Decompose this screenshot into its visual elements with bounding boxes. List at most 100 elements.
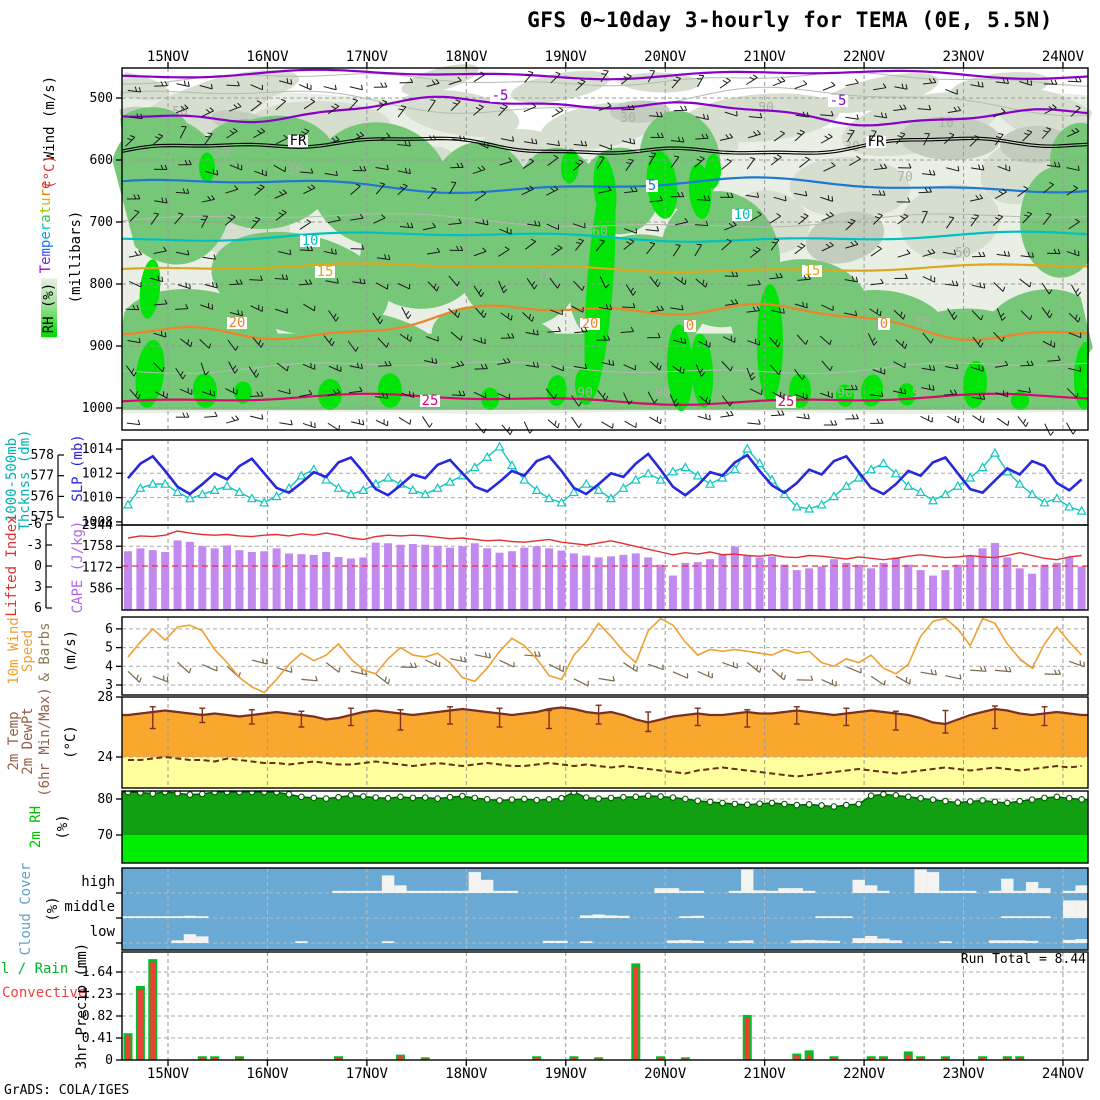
- x-axis-label-top: 15NOV: [147, 49, 190, 65]
- svg-text:3: 3: [34, 580, 42, 595]
- svg-text:0.82: 0.82: [82, 1009, 113, 1024]
- svg-text:1008: 1008: [82, 515, 113, 530]
- svg-text:1012: 1012: [82, 466, 113, 481]
- x-axis-label-bottom: 18NOV: [445, 1066, 488, 1082]
- label-wind-barbs: & Barbs: [37, 622, 53, 682]
- label-wind-speed: Speed: [20, 629, 36, 673]
- svg-text:25: 25: [422, 393, 439, 409]
- svg-text:4: 4: [105, 659, 113, 674]
- x-axis-label-bottom: 24NOV: [1042, 1066, 1085, 1082]
- svg-text:10: 10: [938, 116, 954, 131]
- grads-credit: GrADS: COLA/IGES: [4, 1083, 130, 1098]
- svg-text:50: 50: [172, 105, 188, 120]
- svg-text:70: 70: [897, 170, 913, 185]
- label-minmax: (6hr Min/Max): [37, 687, 53, 797]
- svg-text:low: low: [90, 924, 116, 940]
- svg-text:5: 5: [648, 178, 656, 194]
- svg-text:28: 28: [97, 690, 113, 705]
- x-axis-label-bottom: 16NOV: [246, 1066, 289, 1082]
- svg-text:3: 3: [105, 678, 113, 693]
- svg-text:1758: 1758: [82, 539, 113, 554]
- x-axis-label-bottom: 17NOV: [346, 1066, 389, 1082]
- svg-text:1014: 1014: [82, 442, 113, 457]
- svg-text:80: 80: [97, 792, 113, 807]
- x-axis-label-top: 19NOV: [545, 49, 588, 65]
- label-temp-unit-2: (°C): [63, 725, 79, 759]
- x-axis-label-top: 17NOV: [346, 49, 389, 65]
- svg-text:15: 15: [317, 264, 334, 280]
- x-axis-label-top: 18NOV: [445, 49, 488, 65]
- label-cloud-cover: Cloud Cover: [18, 862, 34, 956]
- svg-text:90: 90: [577, 386, 593, 401]
- svg-text:500: 500: [90, 91, 113, 106]
- svg-text:900: 900: [90, 339, 113, 354]
- svg-text:90: 90: [655, 386, 671, 401]
- svg-text:0: 0: [880, 316, 888, 332]
- x-axis-label-bottom: 15NOV: [147, 1066, 190, 1082]
- svg-text:0: 0: [34, 559, 42, 574]
- label-2m-dewpt: 2m DewPt: [20, 707, 36, 775]
- label-slp: SLP (mb): [70, 434, 86, 502]
- label-millibars: (millibars): [68, 210, 84, 304]
- svg-text:6: 6: [105, 622, 113, 637]
- svg-text:586: 586: [90, 582, 113, 597]
- svg-text:1010: 1010: [82, 491, 113, 506]
- svg-text:-5: -5: [492, 88, 509, 104]
- svg-text:30: 30: [844, 140, 860, 155]
- x-axis-label-bottom: 21NOV: [744, 1066, 787, 1082]
- svg-text:1172: 1172: [82, 560, 113, 575]
- svg-text:20: 20: [229, 315, 246, 331]
- x-axis-label-top: 20NOV: [644, 49, 687, 65]
- x-axis-label-top: 24NOV: [1042, 49, 1085, 65]
- svg-text:600: 600: [90, 153, 113, 168]
- x-axis-label-bottom: 19NOV: [545, 1066, 588, 1082]
- svg-text:575: 575: [31, 510, 54, 525]
- svg-text:30: 30: [620, 111, 636, 126]
- label-rh-pct: RH (%): [41, 278, 57, 338]
- svg-text:middle: middle: [64, 899, 115, 915]
- svg-text:5: 5: [105, 641, 113, 656]
- svg-text:50: 50: [758, 101, 774, 116]
- svg-text:10: 10: [734, 207, 751, 223]
- x-axis-label-bottom: 22NOV: [843, 1066, 886, 1082]
- svg-text:1.64: 1.64: [82, 965, 113, 980]
- svg-text:0.41: 0.41: [82, 1031, 113, 1046]
- svg-text:2344: 2344: [82, 518, 113, 533]
- svg-text:0: 0: [686, 318, 694, 334]
- svg-text:800: 800: [90, 277, 113, 292]
- svg-text:50: 50: [955, 246, 971, 261]
- svg-text:700: 700: [90, 215, 113, 230]
- svg-text:15: 15: [804, 263, 821, 279]
- x-axis-label-top: 23NOV: [942, 49, 985, 65]
- x-axis-label-top: 21NOV: [744, 49, 787, 65]
- svg-text:1000: 1000: [82, 401, 113, 416]
- svg-text:578: 578: [31, 448, 54, 463]
- precip-legend-total-rain: tal / Rain: [0, 961, 69, 977]
- svg-text:90: 90: [837, 386, 853, 401]
- svg-text:-5: -5: [830, 93, 847, 109]
- svg-text:576: 576: [31, 489, 54, 504]
- x-axis-label-top: 22NOV: [843, 49, 886, 65]
- label-cloud-unit: (%): [45, 896, 61, 922]
- svg-text:1.23: 1.23: [82, 987, 113, 1002]
- label-lifted-index: Lifted Index: [4, 515, 20, 617]
- precip-legend-convective: Convective: [2, 985, 87, 1001]
- run-total-label: Run Total = 8.44: [960, 952, 1086, 967]
- label-wind-ms: Wind (m/s): [42, 75, 58, 161]
- label-temperature: Temperature: [38, 180, 54, 274]
- svg-text:high: high: [81, 874, 115, 890]
- svg-text:0: 0: [105, 1053, 113, 1068]
- svg-text:24: 24: [97, 750, 113, 765]
- x-axis-label-bottom: 20NOV: [644, 1066, 687, 1082]
- chart-title: GFS 0~10day 3-hourly for TEMA (0E, 5.5N): [527, 8, 1053, 32]
- svg-text:70: 70: [97, 828, 113, 843]
- svg-text:70: 70: [914, 315, 930, 330]
- svg-text:577: 577: [31, 469, 54, 484]
- label-2m-rh: 2m RH: [28, 805, 44, 849]
- svg-text:30: 30: [287, 163, 303, 178]
- svg-text:50: 50: [214, 145, 230, 160]
- svg-text:20: 20: [582, 316, 599, 332]
- svg-text:6: 6: [34, 601, 42, 616]
